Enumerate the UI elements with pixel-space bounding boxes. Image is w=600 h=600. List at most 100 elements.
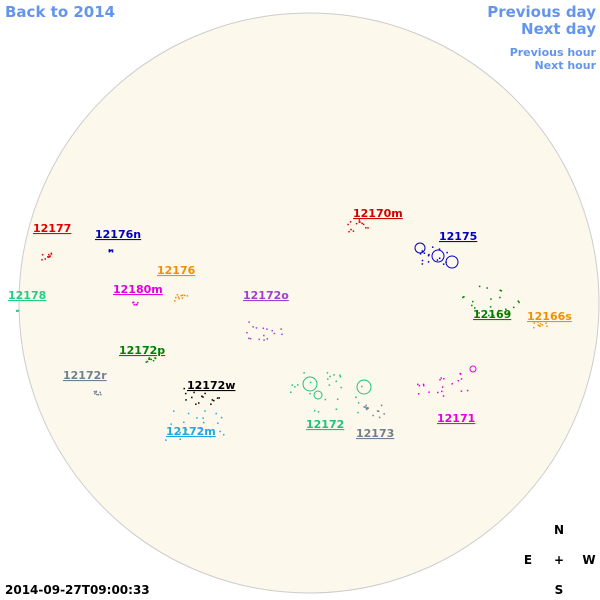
sunspot [271,329,273,332]
region-label[interactable]: 12178 [8,289,46,302]
sunspot [507,312,509,314]
sunspot [348,230,350,233]
region-label[interactable]: 12171 [437,412,475,425]
back-link[interactable]: Back to 2014 [5,3,115,21]
sunspot [539,325,541,327]
sunspot [216,397,219,399]
solar-disk [18,12,600,594]
sunspot [203,421,205,424]
sunspot [197,386,200,389]
region-label[interactable]: 12176n [95,228,141,241]
next-hour-link[interactable]: Next hour [535,59,597,72]
sunspot [532,326,535,329]
sunspot [249,337,252,340]
sunspot [108,249,110,252]
sunspot [193,391,195,394]
sunspot-contour [414,242,426,254]
compass-south: S [555,583,564,597]
sunspot [173,410,175,412]
region-label[interactable]: 12177 [33,222,71,235]
sunspot [372,414,374,417]
region-label[interactable]: 12173 [356,427,394,440]
sunspot [492,314,495,317]
sunspot [177,296,180,298]
sunspot [376,410,379,412]
sunspot [339,374,341,377]
region-label[interactable]: 12172 [306,418,344,431]
previous-day-link[interactable]: Previous day [487,3,596,21]
sunspot [135,303,137,306]
sunspot [313,409,316,412]
region-label[interactable]: 12172p [119,344,165,357]
compass-center: + [554,553,564,567]
sunspot [258,338,261,341]
sunspot [489,306,492,308]
sunspot [211,399,214,401]
sunspot [517,300,520,302]
sunspot [297,384,299,386]
sunspot [377,410,380,412]
compass-west: W [582,553,595,567]
sunspot [176,294,179,296]
sunspot [201,395,203,398]
sunspot [148,358,150,360]
region-label[interactable]: 12172w [187,379,235,392]
previous-hour-link[interactable]: Previous hour [510,46,597,59]
sunspot [95,391,97,393]
sunspot [108,250,111,253]
sunspot [463,296,465,298]
sunspot-contour [302,376,318,392]
sunspot [358,219,361,221]
sunspot [220,416,223,419]
sunspot [362,223,365,226]
next-day-link[interactable]: Next day [521,20,596,38]
sunspot [457,379,460,382]
sunspot [421,263,424,265]
sunspot [213,399,215,402]
sunspot [281,333,283,336]
sunspot [185,399,187,401]
region-label[interactable]: 12176 [157,264,196,277]
sunspot [439,378,441,381]
sunspot [441,390,443,393]
region-label[interactable]: 12170m [353,207,403,220]
sunspot [317,411,320,413]
sunspot [252,326,254,328]
sunspot [96,393,98,396]
sunspot [438,257,441,260]
sunspot [349,221,352,223]
sunspot [191,396,193,399]
region-label[interactable]: 12172m [166,425,216,438]
sunspot [533,322,535,324]
sunspot [180,294,182,297]
sunspot [110,249,113,252]
sunspot [471,304,473,307]
region-label[interactable]: 12180m [113,283,163,296]
sunspot [48,255,51,258]
sunspot [93,390,96,393]
sunspot [355,396,357,399]
sunspot [215,412,217,415]
sunspot [175,433,177,436]
region-label[interactable]: 12172r [63,369,107,382]
sunspot [459,373,462,375]
sunspot [541,324,544,326]
sunspot [443,378,445,380]
sunspot [363,406,365,408]
sunspot [280,328,282,330]
sunspot [186,295,189,297]
sunspot [347,223,349,226]
sunspot [263,339,265,341]
sunspot [47,256,49,258]
region-label[interactable]: 12175 [439,230,477,243]
sunspot [438,248,441,250]
sunspot [175,296,177,299]
region-label[interactable]: 12166s [527,310,572,323]
sunspot [339,375,342,378]
sunspot [328,384,331,386]
sunspot [99,391,101,394]
region-label[interactable]: 12169 [473,308,511,321]
sunspot [440,377,442,379]
region-label[interactable]: 12172o [243,289,289,302]
